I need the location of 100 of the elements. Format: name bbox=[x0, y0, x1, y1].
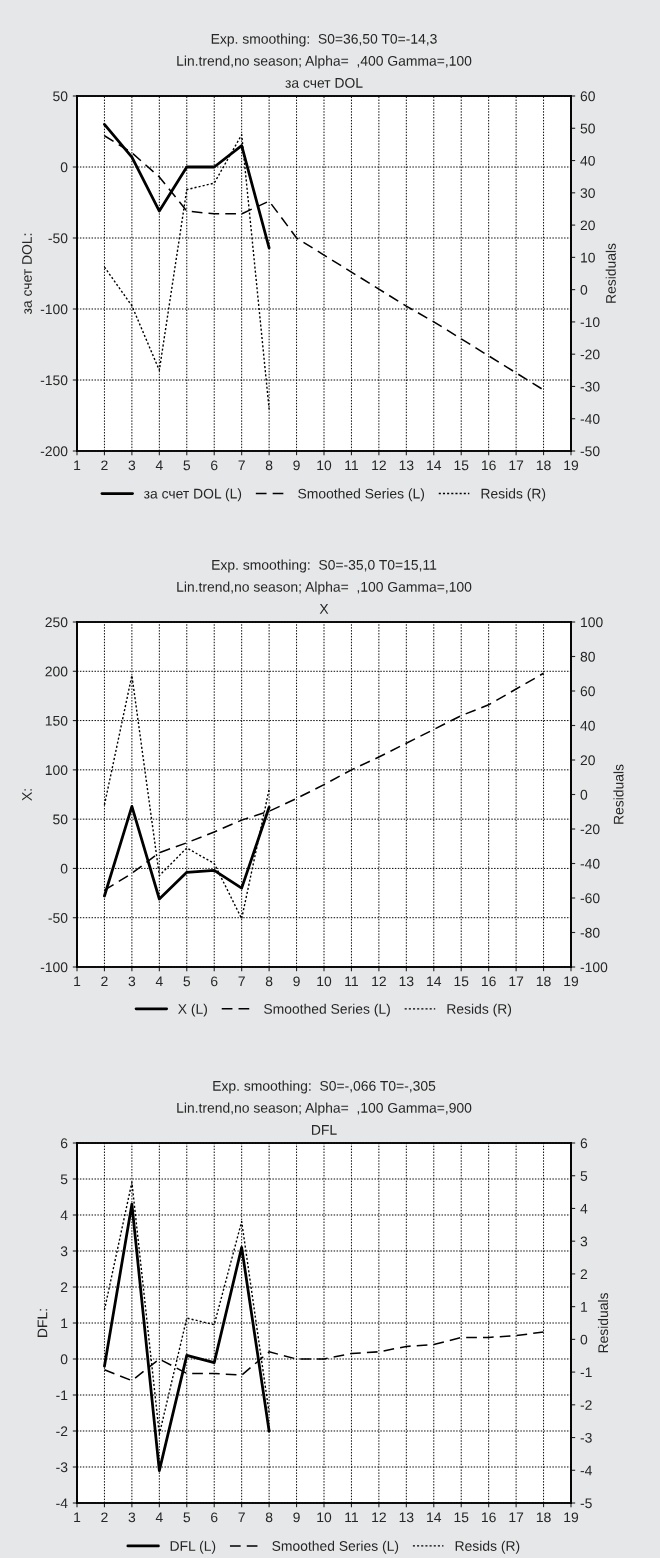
y-tick-label: 200 bbox=[45, 666, 68, 677]
y2-tick-label: -40 bbox=[580, 414, 600, 424]
y2-tick-label: 4 bbox=[580, 1203, 588, 1214]
y-tick-label: 150 bbox=[45, 715, 68, 726]
x-tick-label: 4 bbox=[155, 1512, 163, 1523]
legend-label: Resids (R) bbox=[455, 1540, 520, 1554]
y2-tick-label: -20 bbox=[580, 824, 600, 835]
x-tick-label: 13 bbox=[399, 1512, 414, 1523]
chart-subtitle: Lin.trend,no season; Alpha= ,400 Gamma=,100 за счет DOL bbox=[177, 55, 472, 88]
y-tick-label: 4 bbox=[60, 1210, 68, 1221]
x-tick-label: 5 bbox=[183, 976, 191, 987]
legend-label: X (L) bbox=[178, 1003, 207, 1017]
y2-tick-label: -3 bbox=[580, 1432, 592, 1443]
y2-tick-label: -1 bbox=[580, 1367, 592, 1378]
y-tick-label: -4 bbox=[56, 1498, 68, 1509]
x-tick-label: 10 bbox=[317, 976, 332, 987]
y-tick-label: 3 bbox=[60, 1246, 68, 1257]
y-tick-label: 100 bbox=[45, 765, 68, 776]
x-tick-label: 14 bbox=[427, 976, 442, 987]
y2-tick-label: -50 bbox=[580, 446, 600, 457]
y2-tick-label: -80 bbox=[580, 927, 600, 938]
x-tick-label: 18 bbox=[536, 460, 551, 471]
x-tick-label: 8 bbox=[265, 460, 273, 471]
y-tick-label: 0 bbox=[60, 1354, 68, 1365]
y2-tick-label: 40 bbox=[580, 720, 595, 731]
x-tick-label: 14 bbox=[427, 460, 442, 471]
y2-axis-title: Residuals bbox=[597, 1293, 609, 1353]
x-tick-label: 13 bbox=[399, 460, 414, 471]
y-tick-label: -150 bbox=[40, 375, 68, 386]
x-tick-label: 5 bbox=[183, 1512, 191, 1523]
x-tick-label: 6 bbox=[211, 976, 218, 987]
x-tick-label: 2 bbox=[101, 460, 108, 471]
y2-tick-label: 50 bbox=[580, 123, 595, 134]
y-tick-label: -100 bbox=[40, 304, 68, 315]
x-tick-label: 10 bbox=[317, 1512, 332, 1523]
y-tick-label: -1 bbox=[56, 1390, 68, 1401]
x-tick-label: 17 bbox=[509, 460, 524, 471]
x-tick-label: 9 bbox=[293, 976, 300, 987]
y-tick-label: 0 bbox=[60, 863, 68, 874]
x-tick-label: 7 bbox=[238, 1512, 245, 1523]
x-tick-label: 12 bbox=[372, 1512, 386, 1523]
y2-tick-label: 2 bbox=[580, 1269, 588, 1279]
y-axis-title: X: bbox=[22, 789, 32, 801]
x-tick-label: 13 bbox=[399, 976, 414, 987]
y2-tick-label: -100 bbox=[580, 962, 608, 973]
x-tick-label: 18 bbox=[536, 1512, 551, 1523]
x-tick-label: 16 bbox=[482, 460, 496, 471]
legend-label: Smoothed Series (L) bbox=[264, 1003, 390, 1017]
x-tick-label: 12 bbox=[372, 460, 386, 471]
x-tick-label: 9 bbox=[293, 1512, 300, 1523]
y2-tick-label: -60 bbox=[580, 893, 600, 904]
x-tick-label: 7 bbox=[238, 460, 245, 471]
y2-axis-title: Residuals bbox=[605, 243, 616, 303]
y2-tick-label: 1 bbox=[581, 1302, 588, 1312]
x-tick-label: 16 bbox=[482, 1512, 496, 1523]
x-tick-label: 2 bbox=[101, 976, 108, 987]
x-tick-label: 9 bbox=[293, 460, 300, 471]
y-tick-label: 5 bbox=[60, 1174, 68, 1185]
y2-tick-label: 100 bbox=[581, 617, 603, 628]
x-tick-label: 19 bbox=[564, 976, 579, 987]
y-tick-label: -200 bbox=[40, 446, 68, 457]
x-tick-label: 12 bbox=[372, 976, 386, 987]
y2-tick-label: 60 bbox=[580, 686, 595, 697]
y-tick-label: -50 bbox=[48, 913, 68, 923]
x-tick-label: 14 bbox=[427, 1512, 442, 1523]
y2-tick-label: 5 bbox=[580, 1171, 588, 1181]
y2-tick-label: -40 bbox=[580, 858, 600, 869]
y-tick-label: 6 bbox=[60, 1138, 68, 1149]
y-tick-label: -2 bbox=[56, 1426, 68, 1437]
legend-label: DFL (L) bbox=[170, 1540, 216, 1554]
chart-subtitle: Lin.trend,no season; Alpha= ,100 Gamma=,100 X bbox=[177, 581, 472, 614]
x-tick-label: 8 bbox=[265, 1512, 273, 1523]
y2-tick-label: 0 bbox=[580, 284, 588, 295]
x-tick-label: 19 bbox=[564, 460, 579, 471]
x-tick-label: 3 bbox=[128, 460, 136, 471]
y-axis-title: за счет DOL: bbox=[22, 233, 32, 315]
y-tick-label: -100 bbox=[40, 962, 68, 973]
y2-tick-label: 60 bbox=[580, 91, 595, 102]
x-tick-label: 15 bbox=[454, 976, 469, 987]
x-tick-label: 11 bbox=[345, 460, 358, 471]
y-tick-label: 1 bbox=[61, 1318, 68, 1329]
legend-label: Smoothed Series (L) bbox=[272, 1540, 399, 1554]
y2-tick-label: -30 bbox=[580, 381, 600, 392]
x-tick-label: 4 bbox=[155, 460, 163, 471]
y2-tick-label: 30 bbox=[580, 188, 595, 198]
y2-tick-label: -2 bbox=[580, 1400, 592, 1410]
x-tick-label: 8 bbox=[265, 976, 273, 987]
x-tick-label: 1 bbox=[74, 976, 81, 987]
y-tick-label: 250 bbox=[45, 617, 68, 628]
x-tick-label: 2 bbox=[101, 1512, 108, 1523]
x-tick-label: 18 bbox=[536, 976, 551, 987]
x-tick-label: 1 bbox=[74, 460, 81, 471]
y-tick-label: 50 bbox=[53, 91, 68, 102]
x-tick-label: 17 bbox=[509, 976, 524, 987]
legend-label: Resids (R) bbox=[447, 1003, 512, 1017]
y-tick-label: 2 bbox=[60, 1282, 68, 1293]
x-tick-label: 15 bbox=[454, 1512, 469, 1523]
x-tick-label: 10 bbox=[317, 460, 332, 471]
y-tick-label: -3 bbox=[56, 1462, 68, 1473]
x-tick-label: 6 bbox=[211, 1512, 218, 1523]
